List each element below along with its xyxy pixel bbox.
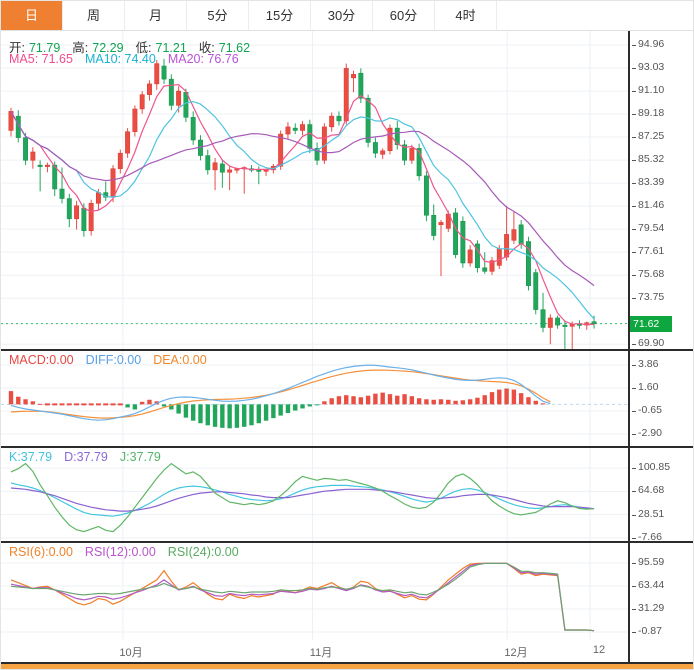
macd-axis: 3.86 1.60 -0.65 -2.90	[628, 351, 693, 446]
y-tick-label: 91.10	[632, 84, 664, 96]
macd-plot[interactable]: MACD:0.00 DIFF:0.00 DEA:0.00	[1, 351, 628, 446]
tab-月[interactable]: 月	[125, 1, 187, 30]
x-tick-label: 12	[592, 644, 606, 656]
high-value: 72.29	[92, 41, 124, 55]
high-label: 高:	[72, 41, 89, 55]
k-value: K:37.79	[9, 450, 53, 464]
main-chart-panel: 开: 71.79 高: 72.29 低: 71.21 收: 71.62 MA5: 71.65 M…	[1, 31, 693, 349]
open-value: 71.79	[28, 41, 61, 55]
low-label: 低:	[135, 41, 152, 55]
y-tick-label: 83.39	[632, 176, 664, 188]
kdj-readout: K:37.79 D:37.79 J:37.79	[9, 450, 173, 464]
axis-divider	[628, 640, 630, 662]
y-tick-label: 95.59	[632, 556, 664, 568]
x-tick-label: 11月	[309, 647, 333, 659]
y-tick-label: 64.68	[632, 484, 664, 496]
open-label: 开:	[9, 41, 25, 55]
time-axis: 10月 11月 12月 12	[1, 640, 693, 664]
y-tick-label: 100.85	[632, 461, 670, 473]
ma-readout: MA5: 71.65 MA10: 74.40 MA20: 76.76	[9, 52, 243, 66]
y-tick-label: 31.29	[632, 602, 664, 614]
ma5-value: MA5: 71.65	[9, 52, 73, 66]
ohlc-readout: 开: 71.79 高: 72.29 低: 71.21 收: 71.62	[9, 37, 254, 56]
rsi24-value: RSI(24):0.00	[167, 545, 239, 559]
tab-4时[interactable]: 4时	[435, 1, 497, 30]
y-tick-label: 69.90	[632, 337, 664, 349]
y-tick-label: 89.18	[632, 107, 664, 119]
ma20-value: MA20: 76.76	[167, 52, 239, 66]
panel-separator	[1, 446, 693, 448]
kdj-axis: 100.85 64.68 28.51 -7.66	[628, 448, 693, 543]
y-tick-label: 3.86	[632, 358, 658, 370]
y-tick-label: 87.25	[632, 130, 664, 142]
y-tick-label: 28.51	[632, 508, 664, 520]
close-value: 71.62	[218, 41, 251, 55]
rsi-readout: RSI(6):0.00 RSI(12):0.00 RSI(24):0.00	[9, 545, 251, 559]
y-tick-label: 77.61	[632, 245, 664, 257]
panel-separator	[1, 349, 693, 351]
x-tick-label: 10月	[119, 647, 143, 659]
tab-5分[interactable]: 5分	[187, 1, 249, 30]
y-tick-label: 79.54	[632, 222, 664, 234]
y-tick-label: -0.65	[632, 404, 662, 416]
dea-value: DEA:0.00	[153, 353, 207, 367]
close-label: 收:	[198, 41, 215, 55]
y-tick-label: 1.60	[632, 381, 658, 393]
y-tick-label: -7.66	[632, 531, 662, 543]
y-tick-label: 94.96	[632, 38, 664, 50]
period-toolbar: 日周月 5分 15分 30分 60分 4时	[1, 1, 693, 31]
y-tick-label: -2.90	[632, 427, 662, 439]
tab-日[interactable]: 日	[1, 1, 63, 30]
d-value: D:37.79	[64, 450, 108, 464]
macd-readout: MACD:0.00 DIFF:0.00 DEA:0.00	[9, 353, 219, 367]
candlestick-plot[interactable]: 开: 71.79 高: 72.29 低: 71.21 收: 71.62 MA5: 71.65 M…	[1, 31, 628, 349]
rsi-axis-gutter: 95.59 63.44 31.29 -0.87	[628, 543, 693, 640]
kdj-plot[interactable]: K:37.79 D:37.79 J:37.79	[1, 448, 628, 541]
ma10-value: MA10: 74.40	[84, 52, 156, 66]
diff-value: DIFF:0.00	[85, 353, 142, 367]
tab-30分[interactable]: 30分	[311, 1, 373, 30]
y-tick-label: -0.87	[632, 625, 662, 637]
rsi12-value: RSI(12):0.00	[84, 545, 156, 559]
tab-15分[interactable]: 15分	[249, 1, 311, 30]
y-tick-label: 75.68	[632, 268, 664, 280]
current-price-badge: 71.62	[630, 315, 672, 332]
y-tick-label: 85.32	[632, 153, 664, 165]
low-value: 71.21	[155, 41, 187, 55]
rsi-plot[interactable]: RSI(6):0.00 RSI(12):0.00 RSI(24):0.00	[1, 543, 628, 640]
rsi6-value: RSI(6):0.00	[9, 545, 73, 559]
tab-周[interactable]: 周	[63, 1, 125, 30]
y-tick-label: 63.44	[632, 579, 664, 591]
macd-panel: MACD:0.00 DIFF:0.00 DEA:0.00 3.86 1.60 -0.65…	[1, 351, 693, 446]
y-tick-label: 81.46	[632, 199, 664, 211]
macd-value: MACD:0.00	[9, 353, 74, 367]
price-axis: 94.96 93.03 91.10 89.18 87.25 85.32 83.39 81.46…	[628, 31, 693, 349]
kdj-panel: K:37.79 D:37.79 J:37.79 100.85 64.68 28.51 -7…	[1, 448, 693, 543]
x-tick-label: 12月	[504, 647, 528, 659]
bottom-strip	[1, 664, 693, 669]
rsi-panel: RSI(6):0.00 RSI(12):0.00 RSI(24):0.00 95.5…	[1, 543, 693, 640]
j-value: J:37.79	[119, 450, 161, 464]
panel-separator	[1, 541, 693, 543]
y-tick-label: 93.03	[632, 61, 664, 73]
y-tick-label: 73.75	[632, 291, 664, 303]
tab-60分[interactable]: 60分	[373, 1, 435, 30]
